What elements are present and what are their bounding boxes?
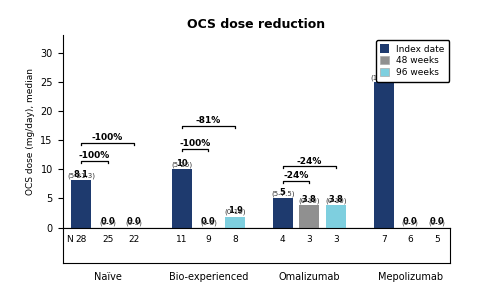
Text: 6: 6 (408, 235, 413, 244)
Text: 25: 25 (378, 72, 390, 81)
Text: 25: 25 (102, 235, 114, 244)
Text: 5: 5 (280, 188, 285, 197)
Text: (5-25): (5-25) (172, 154, 192, 168)
Text: 4: 4 (280, 235, 285, 244)
Text: (5-21.3): (5-21.3) (67, 165, 95, 179)
Text: (0-5): (0-5) (99, 213, 116, 226)
Text: 0.0: 0.0 (127, 217, 142, 226)
Bar (71, 181, 91, 228)
Text: 22: 22 (128, 235, 140, 244)
Text: (0-5): (0-5) (428, 213, 445, 226)
Text: -24%: -24% (296, 157, 322, 165)
Text: 8.1: 8.1 (74, 170, 88, 179)
Text: (10-25): (10-25) (371, 67, 396, 81)
Text: -100%: -100% (180, 139, 211, 148)
Text: 3.8: 3.8 (302, 195, 316, 204)
Text: 3: 3 (333, 235, 338, 244)
Bar (326, 206, 346, 228)
Text: 3: 3 (306, 235, 312, 244)
Text: 0.0: 0.0 (201, 217, 216, 226)
Text: 0.0: 0.0 (100, 217, 115, 226)
Bar (374, 82, 394, 228)
Text: N: N (66, 235, 73, 244)
Text: (0-10): (0-10) (298, 191, 320, 204)
Text: (0-5): (0-5) (126, 213, 142, 226)
Bar (172, 169, 192, 228)
Text: 5: 5 (434, 235, 440, 244)
Title: OCS dose reduction: OCS dose reduction (187, 19, 326, 32)
Text: -24%: -24% (284, 171, 308, 180)
Text: (0-5): (0-5) (200, 213, 217, 226)
Y-axis label: OCS dose (mg/day), median: OCS dose (mg/day), median (26, 68, 35, 195)
Text: (0-10): (0-10) (325, 191, 346, 204)
Text: 11: 11 (176, 235, 188, 244)
Text: 0.0: 0.0 (403, 217, 417, 226)
Text: -100%: -100% (92, 133, 123, 142)
Text: 28: 28 (76, 235, 87, 244)
Bar (273, 199, 292, 228)
Text: 1.9: 1.9 (228, 206, 242, 215)
Text: -81%: -81% (196, 116, 221, 125)
Text: 10: 10 (176, 159, 188, 168)
Legend: Index date, 48 weeks, 96 weeks: Index date, 48 weeks, 96 weeks (376, 40, 450, 82)
Text: (0-5): (0-5) (402, 213, 418, 226)
Text: 3.8: 3.8 (328, 195, 343, 204)
Bar (300, 206, 320, 228)
Bar (225, 217, 245, 228)
Text: 9: 9 (206, 235, 212, 244)
Text: -100%: -100% (78, 151, 110, 160)
Text: 0.0: 0.0 (430, 217, 444, 226)
Text: (0-10): (0-10) (224, 201, 246, 215)
Text: 7: 7 (381, 235, 386, 244)
Text: (5-7.5): (5-7.5) (271, 183, 294, 197)
Text: -100%: -100% (382, 58, 412, 67)
Text: -100%: -100% (394, 40, 426, 49)
Text: 8: 8 (232, 235, 238, 244)
